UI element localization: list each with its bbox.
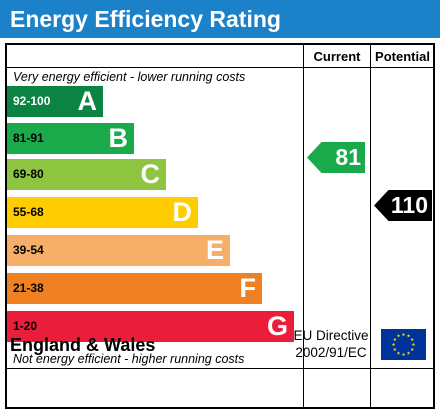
band-letter: B — [108, 123, 129, 153]
note-efficient: Very energy efficient - lower running co… — [13, 70, 246, 84]
band-f: 21-38 F — [7, 273, 262, 304]
band-range: 81-91 — [13, 131, 44, 145]
flag-star — [410, 347, 414, 351]
flag-star — [396, 334, 401, 338]
column-divider — [303, 45, 304, 407]
band-e: 39-54 E — [7, 235, 230, 266]
band-range: 55-68 — [13, 205, 44, 219]
eu-directive: EU Directive 2002/91/EC — [286, 327, 376, 361]
flag-star — [410, 337, 414, 341]
title-bar: Energy Efficiency Rating — [0, 0, 440, 38]
flag-star — [393, 347, 397, 351]
current-rating-arrow: 81 — [307, 142, 365, 173]
column-header-current: Current — [313, 49, 361, 64]
band-range: 69-80 — [13, 167, 44, 181]
band-letter: G — [266, 311, 288, 341]
band-c: 69-80 C — [7, 159, 166, 190]
flag-star — [393, 337, 397, 341]
potential-rating-value: 110 — [390, 192, 428, 218]
band-d: 55-68 D — [7, 197, 198, 228]
band-range: 39-54 — [13, 243, 44, 257]
potential-rating-arrow: 110 — [374, 190, 432, 221]
band-a: 92-100 A — [7, 86, 103, 117]
chart-title: Energy Efficiency Rating — [10, 6, 281, 32]
band-range: 1-20 — [13, 319, 38, 333]
directive-line-2: 2002/91/EC — [295, 345, 367, 360]
directive-line-1: EU Directive — [293, 328, 369, 343]
column-divider — [370, 45, 371, 407]
footer-divider — [7, 368, 433, 369]
flag-star — [406, 334, 411, 338]
header-divider — [7, 67, 433, 68]
band-range: 21-38 — [13, 281, 44, 295]
arrow-shape — [374, 190, 432, 221]
flag-star — [401, 332, 406, 336]
current-rating-value: 81 — [335, 144, 361, 170]
flag-star — [391, 342, 396, 346]
flag-star — [396, 351, 401, 355]
band-letter: C — [140, 159, 161, 189]
band-letter: E — [205, 235, 224, 265]
eu-flag-icon — [381, 329, 426, 360]
note-inefficient: Not energy efficient - higher running co… — [13, 352, 245, 366]
column-header-potential: Potential — [375, 49, 430, 64]
band-range: 92-100 — [13, 94, 51, 108]
flag-star — [411, 342, 416, 346]
arrow-shape — [307, 142, 365, 173]
rating-frame: Current Potential Very energy efficient … — [5, 43, 435, 409]
flag-star — [401, 352, 406, 356]
band-b: 81-91 B — [7, 123, 134, 154]
region-label: England & Wales — [10, 335, 156, 355]
flag-star — [406, 351, 411, 355]
band-letter: D — [172, 197, 193, 227]
band-g: 1-20 G — [7, 311, 294, 342]
band-letter: F — [239, 273, 257, 303]
band-letter: A — [77, 86, 98, 116]
